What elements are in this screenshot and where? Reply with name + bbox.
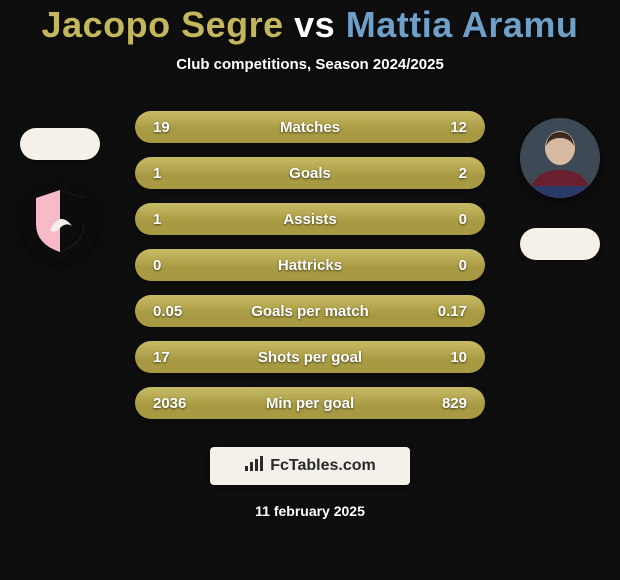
stat-row: 17Shots per goal10 (135, 341, 485, 373)
stat-row: 1Assists0 (135, 203, 485, 235)
stat-row: 19Matches12 (135, 111, 485, 143)
stat-value-right: 829 (417, 395, 467, 412)
stat-row: 0Hattricks0 (135, 249, 485, 281)
person-icon (520, 118, 600, 198)
player-photo-right (520, 118, 600, 198)
logo-text: FcTables.com (270, 457, 376, 475)
stat-row: 2036Min per goal829 (135, 387, 485, 419)
title-player1: Jacopo Segre (42, 4, 284, 45)
content-wrap: Jacopo Segre vs Mattia Aramu Club compet… (0, 0, 620, 580)
stat-value-right: 0.17 (417, 303, 467, 320)
stat-value-right: 12 (417, 119, 467, 136)
title-vs: vs (294, 4, 335, 45)
title-player2: Mattia Aramu (346, 4, 579, 45)
site-logo[interactable]: FcTables.com (210, 447, 410, 485)
club-badge-left (20, 128, 100, 160)
stat-row: 1Goals2 (135, 157, 485, 189)
subtitle: Club competitions, Season 2024/2025 (176, 56, 444, 73)
stat-row: 0.05Goals per match0.17 (135, 295, 485, 327)
club-badge-right (520, 228, 600, 260)
stat-value-right: 0 (417, 211, 467, 228)
palermo-crest-icon (20, 180, 100, 260)
player-photo-left (20, 180, 100, 260)
stat-value-right: 0 (417, 257, 467, 274)
stat-value-right: 10 (417, 349, 467, 366)
stat-value-right: 2 (417, 165, 467, 182)
chart-icon (244, 456, 264, 477)
date-text: 11 february 2025 (255, 503, 365, 519)
page-title: Jacopo Segre vs Mattia Aramu (42, 4, 579, 46)
